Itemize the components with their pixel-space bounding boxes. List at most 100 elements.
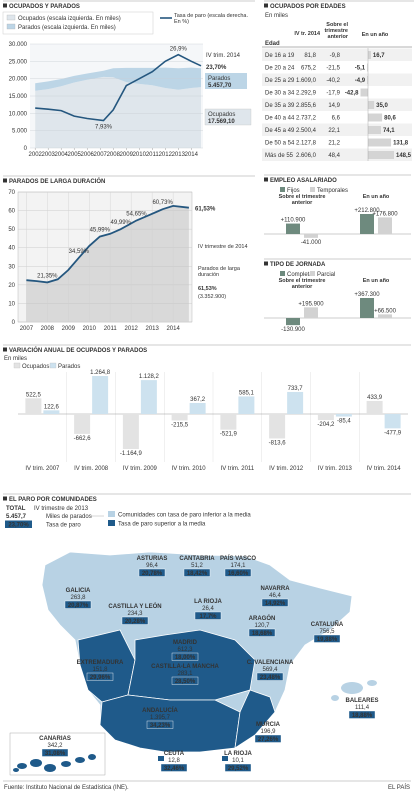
group-label-box: En un año [363, 194, 390, 200]
region-name: CASTILLA Y LEÓN [108, 602, 161, 610]
region-rate: 18,00% [175, 655, 196, 661]
region-rate: 32,46% [164, 766, 185, 772]
y-tick-label: 5.000 [12, 129, 28, 135]
line [26, 204, 190, 284]
legend-swatch [310, 271, 315, 276]
row-bg [262, 98, 412, 111]
legend-swatch [310, 187, 315, 192]
bar [74, 414, 91, 434]
value-label: 35,0 [376, 103, 388, 109]
bar [366, 400, 383, 414]
rate-box [224, 568, 252, 577]
legend-swatch [49, 362, 57, 369]
value-label: 433,9 [367, 395, 383, 401]
bar [317, 414, 334, 421]
region-value: 196,9 [260, 729, 276, 735]
inset-frame [9, 732, 106, 776]
value-label: 7,93% [95, 125, 113, 131]
area [26, 205, 189, 322]
value-label: -42,8 [345, 91, 359, 97]
region-rate: 20,28% [125, 619, 146, 625]
value-label: 148,5 [396, 153, 412, 159]
rate-box [348, 710, 376, 719]
row-bg [262, 73, 412, 86]
region-name: ASTURIAS [137, 556, 168, 562]
x-tick-label: 2014 [185, 152, 199, 158]
value-label: +367.300 [354, 292, 380, 298]
rate-box [254, 734, 282, 743]
value-label: +110.900 [281, 218, 306, 224]
legend-label: Temporales [317, 188, 348, 194]
section-title: TIPO DE JORNADA [270, 262, 326, 268]
cell: -17,9 [326, 91, 340, 97]
region-value: 612,3 [177, 647, 193, 653]
cell: 675,2 [301, 66, 317, 72]
total-caption: Tasa de paro [46, 523, 81, 529]
cell: 48,4 [328, 153, 340, 159]
x-tick-label: 2013 [145, 326, 159, 332]
region-name: CANTABRIA [179, 556, 215, 562]
x-tick-label: 2003 [42, 152, 56, 158]
legend-swatch [280, 271, 285, 276]
region-rate: 29,52% [228, 766, 249, 772]
value-label: 1.264,8 [90, 370, 111, 376]
bar [368, 51, 371, 59]
value-label: -521,9 [220, 432, 238, 438]
region-value: 1.395,7 [150, 715, 171, 721]
bar [360, 88, 368, 97]
region-shape [13, 768, 19, 772]
bar [171, 414, 188, 421]
section-marker [3, 178, 7, 183]
group-label: Sobre el trimestre anterior [278, 278, 326, 291]
bar [92, 376, 109, 414]
section-marker [264, 261, 268, 266]
value-label: 23,70% [206, 65, 227, 71]
value-label: -85,4 [337, 419, 351, 425]
region-value: 342,2 [47, 743, 63, 749]
value-label: -204,2 [317, 422, 335, 428]
value-label: -813,6 [269, 440, 287, 446]
x-tick-label: IV trim. 2014 [367, 466, 402, 472]
value-label: 45,99% [90, 228, 111, 234]
rate-box [261, 598, 289, 607]
row-label: De 30 a 34 [265, 91, 295, 97]
label-box [205, 73, 247, 89]
value-label: -662,6 [74, 436, 92, 442]
legend-frame [2, 11, 154, 35]
table-header: Edad [265, 41, 280, 47]
value-label: 522,5 [26, 392, 42, 398]
region-name: CATALUÑA [311, 621, 344, 628]
bar [368, 138, 392, 147]
x-tick-label: 2006 [81, 152, 95, 158]
x-tick-label: 2011 [104, 326, 118, 332]
region-value: 12,8 [168, 758, 180, 764]
value-label: -215,5 [171, 422, 189, 428]
bar [368, 126, 381, 134]
annotation-box: 61,53% [198, 286, 217, 292]
bar [238, 396, 255, 414]
region-rate: 31,08% [45, 751, 66, 757]
bar [378, 314, 392, 318]
region-value: 569,4 [262, 667, 278, 673]
group-label-box: Sobre el trimestre anterior [278, 278, 326, 291]
region-name: MADRID [173, 640, 198, 646]
region-name: CEUTA [164, 751, 185, 757]
group-label-box: Sobre el trimestre anterior [279, 194, 326, 206]
legend-swatch [6, 23, 16, 30]
region-name: MURCIA [256, 722, 281, 728]
x-tick-label: IV trim. 2009 [123, 466, 158, 472]
cell: 2.500,4 [296, 128, 317, 134]
region-name: GALICIA [66, 588, 91, 594]
x-tick-label: 2010 [83, 326, 97, 332]
x-tick-label: 2014 [166, 326, 180, 332]
x-tick-label: 2012 [159, 152, 173, 158]
area-ocupados [35, 76, 202, 148]
row-bg [262, 48, 412, 61]
group-label-box: En un año [363, 278, 390, 284]
legend-label: Tasa de paro (escala derecha. En %) [174, 13, 248, 26]
cell: -21,5 [326, 66, 340, 72]
rate-box [313, 634, 341, 643]
bar [43, 410, 60, 414]
x-tick-label: IV trim. 2007 [25, 466, 60, 472]
cell: 2.127,8 [296, 141, 317, 147]
